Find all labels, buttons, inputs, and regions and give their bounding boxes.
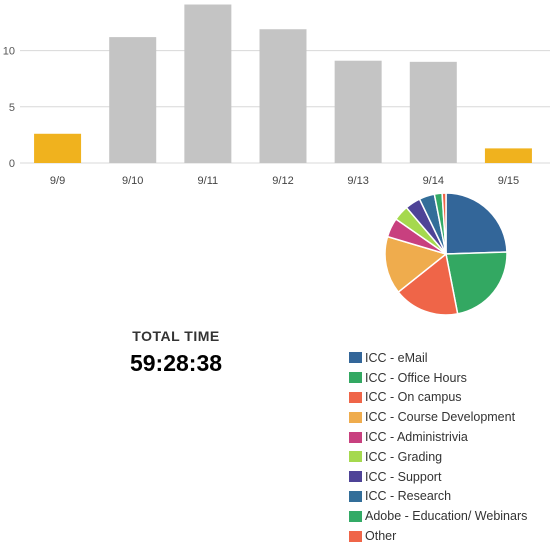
legend-item: ICC - Course Development xyxy=(349,407,527,427)
legend-swatch xyxy=(349,352,362,364)
legend-swatch xyxy=(349,530,362,542)
legend-item: Other xyxy=(349,526,527,546)
x-tick-label: 9/9 xyxy=(50,175,65,187)
x-tick-label: 9/14 xyxy=(423,175,444,187)
legend-label: Other xyxy=(365,529,397,544)
bar-9-10 xyxy=(109,37,157,163)
legend-swatch xyxy=(349,391,362,403)
legend-item: Adobe - Education/ Webinars xyxy=(349,506,527,526)
pie-slice-1 xyxy=(445,251,508,315)
total-time-panel: TOTAL TIME 59:28:38 xyxy=(96,328,256,377)
legend-label: Adobe - Education/ Webinars xyxy=(365,509,528,524)
legend-swatch xyxy=(349,471,362,483)
bar-9-12 xyxy=(259,29,307,164)
x-tick-label: 9/15 xyxy=(498,175,519,187)
legend-label: ICC - eMail xyxy=(365,350,428,365)
bar-9-9 xyxy=(34,133,82,163)
legend-item: ICC - Office Hours xyxy=(349,368,527,388)
legend-item: ICC - On campus xyxy=(349,388,527,408)
bar-9-14 xyxy=(409,61,457,163)
legend-label: ICC - Course Development xyxy=(365,410,516,425)
total-time-label: TOTAL TIME xyxy=(132,328,220,344)
legend-label: ICC - Grading xyxy=(365,449,443,464)
x-tick-label: 9/12 xyxy=(272,175,293,187)
legend-item: ICC - Administrivia xyxy=(349,427,527,447)
bar-9-13 xyxy=(334,60,382,164)
legend-swatch xyxy=(349,411,362,423)
total-time-value: 59:28:38 xyxy=(129,350,223,376)
legend-item: ICC - Grading xyxy=(349,447,527,467)
legend-label: ICC - Administrivia xyxy=(365,430,468,445)
y-tick-label: 0 xyxy=(9,158,15,170)
legend-item: ICC - eMail xyxy=(349,348,527,368)
bar-9-11 xyxy=(184,4,232,163)
y-tick-label: 10 xyxy=(3,46,15,58)
pie-slice-3 xyxy=(384,235,448,294)
legend-item: ICC - Support xyxy=(349,467,527,487)
pie-legend: ICC - eMail ICC - Office Hours ICC - On ca… xyxy=(349,348,527,546)
category-pie-chart xyxy=(384,192,508,316)
legend-label: ICC - Support xyxy=(365,469,442,484)
legend-swatch xyxy=(349,490,362,502)
bar-9-15 xyxy=(484,148,532,163)
x-tick-label: 9/13 xyxy=(347,175,368,187)
legend-swatch xyxy=(349,451,362,463)
legend-swatch xyxy=(349,510,362,522)
legend-swatch xyxy=(349,431,362,443)
legend-label: ICC - Research xyxy=(365,489,452,504)
daily-bar-chart: 0 5 10 9/9 9/10 9/11 9/12 9/13 9/14 9/15 xyxy=(3,4,550,187)
pie-slice-0 xyxy=(445,192,508,255)
legend-swatch xyxy=(349,372,362,384)
x-tick-label: 9/11 xyxy=(198,175,219,187)
y-tick-label: 5 xyxy=(9,102,15,114)
x-tick-label: 9/10 xyxy=(122,175,143,187)
pie-slice-9 xyxy=(441,192,447,255)
legend-item: ICC - Research xyxy=(349,487,527,507)
legend-label: ICC - On campus xyxy=(365,390,462,405)
legend-label: ICC - Office Hours xyxy=(365,370,467,385)
pie-slice-2 xyxy=(397,252,459,316)
